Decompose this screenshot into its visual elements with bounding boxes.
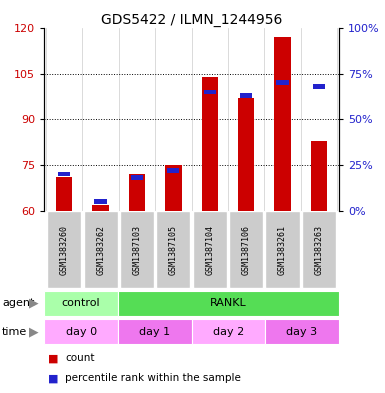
Title: GDS5422 / ILMN_1244956: GDS5422 / ILMN_1244956 <box>101 13 282 27</box>
Text: day 1: day 1 <box>139 327 170 337</box>
Text: ▶: ▶ <box>29 297 38 310</box>
Bar <box>167 168 179 173</box>
Text: control: control <box>62 298 100 309</box>
Bar <box>156 211 191 288</box>
Text: RANKL: RANKL <box>210 298 247 309</box>
Bar <box>58 172 70 176</box>
Bar <box>192 319 265 344</box>
Bar <box>204 90 216 94</box>
Text: day 2: day 2 <box>213 327 244 337</box>
Bar <box>238 98 254 211</box>
Bar <box>84 211 118 288</box>
Text: day 0: day 0 <box>65 327 97 337</box>
Text: GSM1387106: GSM1387106 <box>241 225 251 275</box>
Text: GSM1383260: GSM1383260 <box>60 225 69 275</box>
Bar <box>311 141 327 211</box>
Bar <box>265 211 300 288</box>
Bar <box>44 291 118 316</box>
Bar <box>120 211 154 288</box>
Text: ▶: ▶ <box>29 325 38 338</box>
Bar <box>165 165 182 211</box>
Bar <box>276 81 289 85</box>
Text: ■: ■ <box>48 373 59 384</box>
Bar <box>265 319 339 344</box>
Bar <box>240 93 252 98</box>
Bar <box>47 211 81 288</box>
Text: GSM1383262: GSM1383262 <box>96 225 105 275</box>
Bar <box>131 175 143 180</box>
Bar <box>44 319 118 344</box>
Text: GSM1383261: GSM1383261 <box>278 225 287 275</box>
Text: count: count <box>65 353 95 364</box>
Text: GSM1387103: GSM1387103 <box>132 225 142 275</box>
Bar <box>192 211 227 288</box>
Text: GSM1387105: GSM1387105 <box>169 225 178 275</box>
Bar <box>313 84 325 89</box>
Text: GSM1387104: GSM1387104 <box>205 225 214 275</box>
Text: time: time <box>2 327 27 337</box>
Bar <box>56 177 72 211</box>
Bar <box>274 37 291 211</box>
Text: ■: ■ <box>48 353 59 364</box>
Text: day 3: day 3 <box>286 327 318 337</box>
Bar <box>229 211 263 288</box>
Bar <box>302 211 336 288</box>
Bar <box>92 204 109 211</box>
Bar <box>129 174 145 211</box>
Bar <box>118 291 339 316</box>
Bar <box>201 77 218 211</box>
Text: agent: agent <box>2 298 34 309</box>
Bar <box>94 199 107 204</box>
Text: GSM1383263: GSM1383263 <box>314 225 323 275</box>
Bar <box>118 319 192 344</box>
Text: percentile rank within the sample: percentile rank within the sample <box>65 373 241 384</box>
